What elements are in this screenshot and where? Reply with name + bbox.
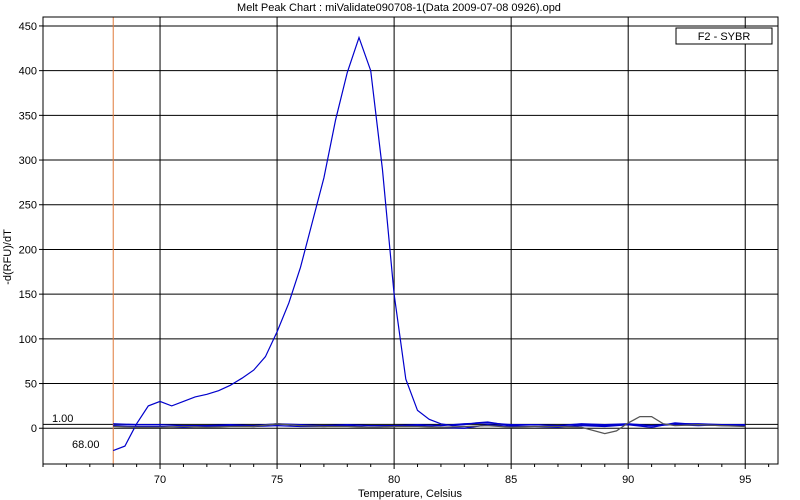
threshold-label: 1.00 [52, 413, 73, 425]
y-tick-label: 150 [19, 289, 37, 301]
legend: F2 - SYBR [675, 27, 773, 45]
legend-box [675, 27, 773, 45]
y-tick-label: 250 [19, 200, 37, 212]
plot-frame [42, 16, 779, 465]
chart-title: Melt Peak Chart : miValidate090708-1(Dat… [237, 2, 561, 14]
series-line-4 [113, 415, 746, 435]
series-line-1 [112, 35, 746, 452]
y-tick-label: 350 [19, 110, 37, 122]
begin-line-label: 68.00 [72, 439, 100, 451]
x-axis-label: Temperature, Celsius [358, 488, 462, 500]
y-tick-label: 450 [19, 21, 37, 33]
x-tick-label: 80 [388, 474, 400, 486]
y-tick-label: 0 [31, 423, 37, 435]
plot-border [42, 16, 779, 465]
y-axis-label: -d(RFU)/dT [2, 229, 14, 285]
legend-entry: F2 - SYBR [698, 31, 751, 43]
y-tick-label: 50 [25, 379, 37, 391]
series-layer [112, 35, 746, 452]
y-tick-label: 100 [19, 334, 37, 346]
y-tick-label: 300 [19, 155, 37, 167]
series-line-2 [113, 422, 746, 427]
x-tick-label: 95 [739, 474, 751, 486]
axis-ticks: 70 75 80 85 90 95 0 50 100 150 200 250 300 350 400 450 [19, 21, 770, 486]
grid [43, 17, 778, 464]
x-tick-label: 70 [154, 474, 166, 486]
x-tick-label: 75 [271, 474, 283, 486]
y-tick-label: 200 [19, 244, 37, 256]
x-tick-label: 90 [622, 474, 634, 486]
x-tick-label: 85 [505, 474, 517, 486]
y-tick-label: 400 [19, 66, 37, 78]
